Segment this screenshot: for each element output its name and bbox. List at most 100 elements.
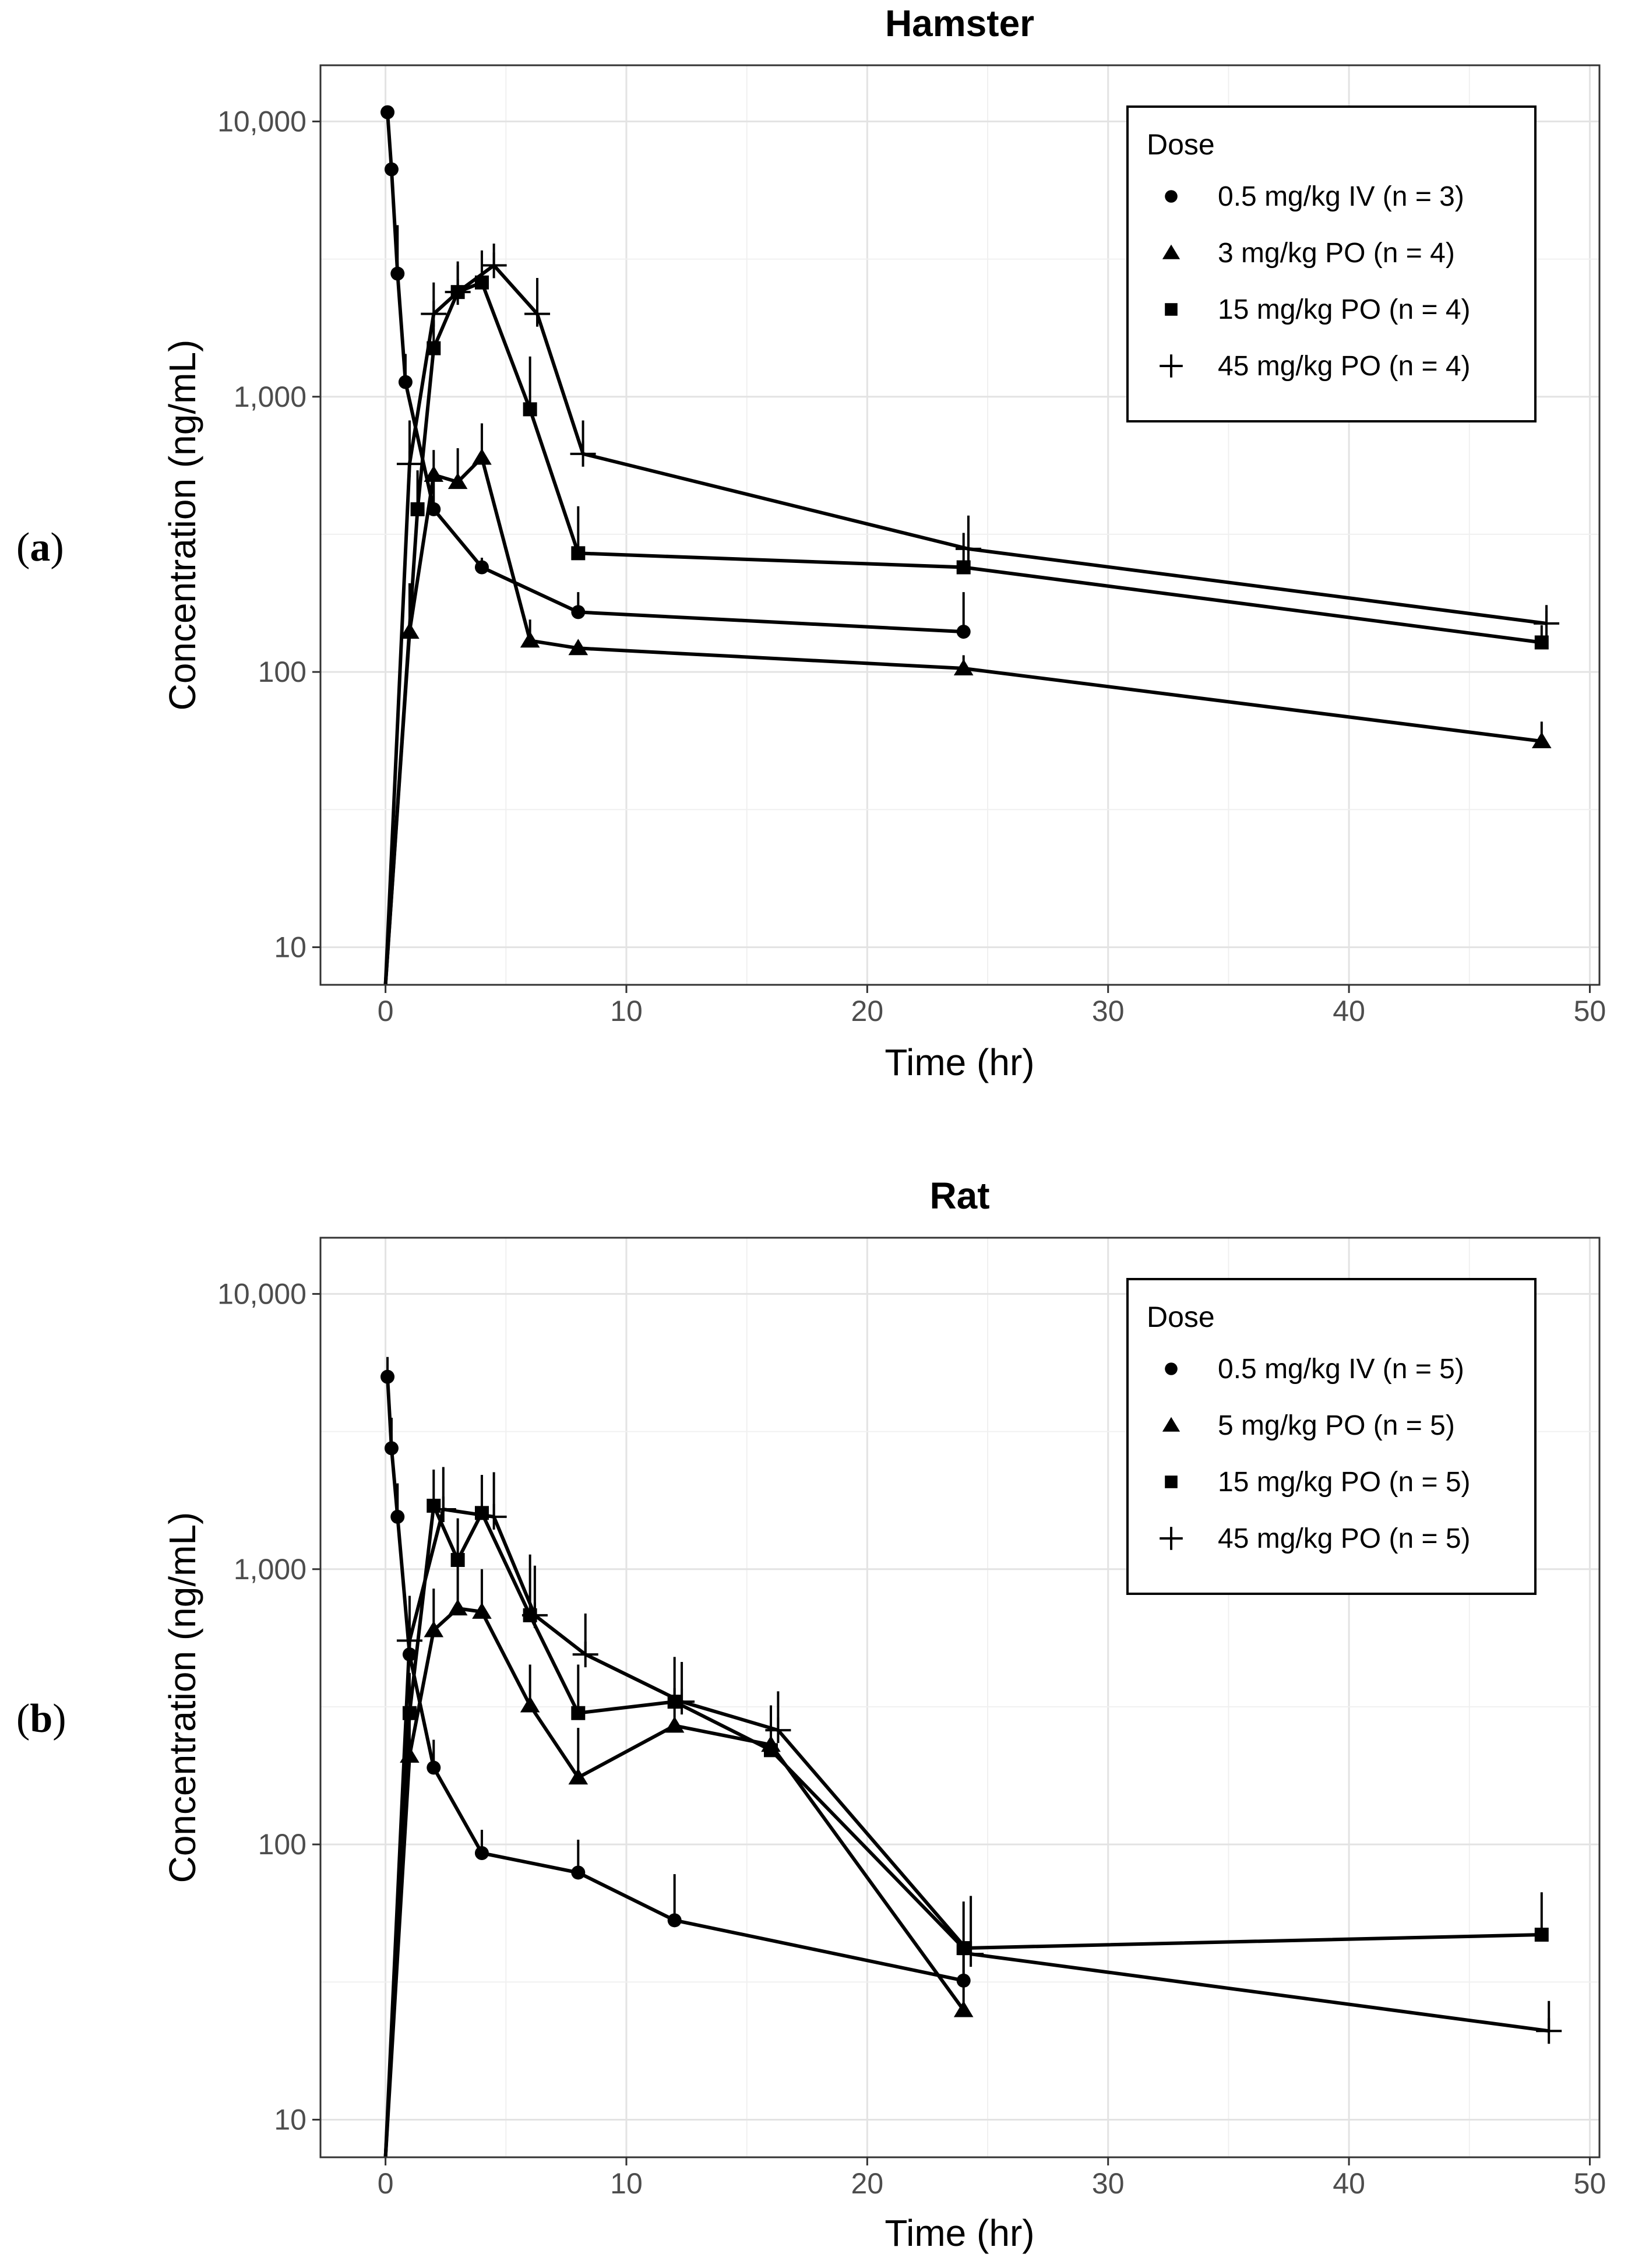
data-point	[447, 473, 468, 489]
data-point	[520, 631, 540, 648]
legend-label: 45 mg/kg PO (n = 5)	[1218, 1523, 1471, 1554]
legend-label: 5 mg/kg PO (n = 5)	[1218, 1410, 1455, 1441]
data-point	[380, 105, 395, 119]
data-point	[390, 266, 405, 281]
legend-item: 0.5 mg/kg IV (n = 3)	[1165, 181, 1464, 212]
panel-label-open: (	[16, 1696, 30, 1741]
data-point	[1534, 1927, 1549, 1942]
svg-text:(b): (b)	[16, 1696, 66, 1741]
data-point	[1531, 732, 1552, 749]
data-point	[524, 301, 551, 327]
legend-item: 0.5 mg/kg IV (n = 5)	[1165, 1354, 1464, 1385]
data-point	[427, 1760, 441, 1775]
series-layer	[380, 105, 1560, 985]
legend-items: 0.5 mg/kg IV (n = 3) 3 mg/kg PO (n = 4) 15…	[1160, 181, 1471, 382]
legend-key-square	[1165, 1475, 1178, 1488]
x-tick-label: 0	[378, 995, 394, 1027]
legend-label: 45 mg/kg PO (n = 4)	[1218, 351, 1471, 382]
y-tick-label: 10,000	[217, 105, 306, 138]
x-tick-label: 30	[1092, 2167, 1125, 2200]
y-tick-label: 1,000	[234, 1553, 306, 1586]
legend-item: 15 mg/kg PO (n = 4)	[1165, 294, 1471, 325]
legend-key-triangle	[1162, 244, 1181, 259]
data-point	[427, 1498, 441, 1513]
legend-key-plus	[1160, 1527, 1183, 1550]
data-point	[572, 1642, 598, 1668]
y-axis-label: Concentration (ng/mL)	[161, 340, 203, 711]
data-point	[445, 279, 471, 305]
series-circle	[380, 105, 971, 639]
data-point	[958, 1941, 984, 1967]
y-tick-label: 1,000	[234, 381, 306, 413]
data-point	[396, 451, 422, 477]
data-point	[472, 448, 492, 465]
y-tick-label: 10,000	[217, 1277, 306, 1310]
panel-hamster: 0 10 20 30 40 50 10 100 1,000 10,000 Hamster Time…	[16, 2, 1606, 1083]
data-point	[953, 2001, 974, 2017]
legend-item: 45 mg/kg PO (n = 4)	[1160, 351, 1471, 382]
data-point	[765, 1717, 791, 1744]
data-point	[474, 560, 489, 575]
panel-label-close: )	[52, 1696, 66, 1741]
axis-ticks: 0 10 20 30 40 50 10 100 1,000 10,000	[217, 105, 1606, 1027]
data-point	[956, 560, 971, 575]
legend-key-circle	[1165, 1362, 1178, 1375]
data-point	[1534, 635, 1549, 650]
data-point	[481, 252, 507, 279]
data-point	[664, 1716, 685, 1733]
data-point	[523, 402, 537, 417]
x-axis-label: Time (hr)	[885, 1041, 1034, 1083]
x-tick-label: 50	[1574, 2167, 1606, 2200]
series-line	[383, 1607, 966, 2158]
legend-box	[1126, 1278, 1537, 1595]
legend-key-plus	[1160, 354, 1183, 378]
x-tick-label: 20	[851, 2167, 884, 2200]
panel-label-letter: b	[30, 1696, 52, 1741]
data-point	[390, 1509, 405, 1524]
data-point	[520, 1696, 540, 1713]
data-point	[1534, 610, 1560, 636]
legend-item: 15 mg/kg PO (n = 5)	[1165, 1467, 1471, 1498]
legend-items: 0.5 mg/kg IV (n = 5) 5 mg/kg PO (n = 5) 15…	[1160, 1354, 1471, 1554]
chart-title: Rat	[929, 1175, 989, 1217]
data-point	[955, 536, 981, 562]
series-plus	[383, 1467, 1562, 2158]
legend-item: 5 mg/kg PO (n = 5)	[1162, 1410, 1455, 1441]
series-line	[386, 112, 964, 634]
y-tick-label: 10	[274, 2103, 306, 2136]
y-tick-label: 100	[258, 1828, 306, 1861]
legend-label: 3 mg/kg PO (n = 4)	[1218, 238, 1455, 269]
legend: Dose 0.5 mg/kg IV (n = 3) 3 mg/kg PO (n =…	[1126, 105, 1537, 422]
data-point	[396, 1628, 422, 1654]
data-point	[521, 1602, 548, 1628]
data-point	[474, 1846, 489, 1860]
chart-hamster: 0 10 20 30 40 50 10 100 1,000 10,000 Hamster Time…	[16, 2, 1606, 1083]
x-axis-label: Time (hr)	[885, 2212, 1034, 2254]
legend-title: Dose	[1147, 1301, 1215, 1333]
data-point	[424, 465, 444, 482]
x-tick-label: 40	[1333, 995, 1365, 1027]
legend-item: 3 mg/kg PO (n = 4)	[1162, 238, 1455, 269]
plot-border	[319, 1237, 1601, 2158]
legend-label: 0.5 mg/kg IV (n = 3)	[1218, 181, 1464, 212]
panel-label-close: )	[50, 525, 64, 570]
series-plus	[383, 243, 1560, 985]
data-point	[421, 301, 447, 327]
data-point	[568, 639, 589, 656]
panel-label: (a)	[16, 525, 64, 570]
data-point	[669, 1689, 695, 1715]
chart-rat: 0 10 20 30 40 50 10 100 1,000 10,000 Rat Time (hr…	[16, 1175, 1606, 2254]
x-tick-label: 30	[1092, 995, 1125, 1027]
panel-rat: 0 10 20 30 40 50 10 100 1,000 10,000 Rat Time (hr…	[0, 1134, 1635, 2268]
legend-label: 15 mg/kg PO (n = 5)	[1218, 1467, 1471, 1498]
data-point	[424, 1621, 444, 1637]
legend-title: Dose	[1147, 128, 1215, 161]
x-tick-label: 10	[610, 995, 643, 1027]
legend-key-square	[1165, 303, 1178, 316]
data-point	[953, 659, 974, 676]
panel-label-letter: a	[30, 525, 50, 570]
x-tick-label: 20	[851, 995, 884, 1027]
legend-key-triangle	[1162, 1417, 1181, 1432]
data-point	[956, 625, 971, 639]
data-point	[571, 546, 586, 561]
